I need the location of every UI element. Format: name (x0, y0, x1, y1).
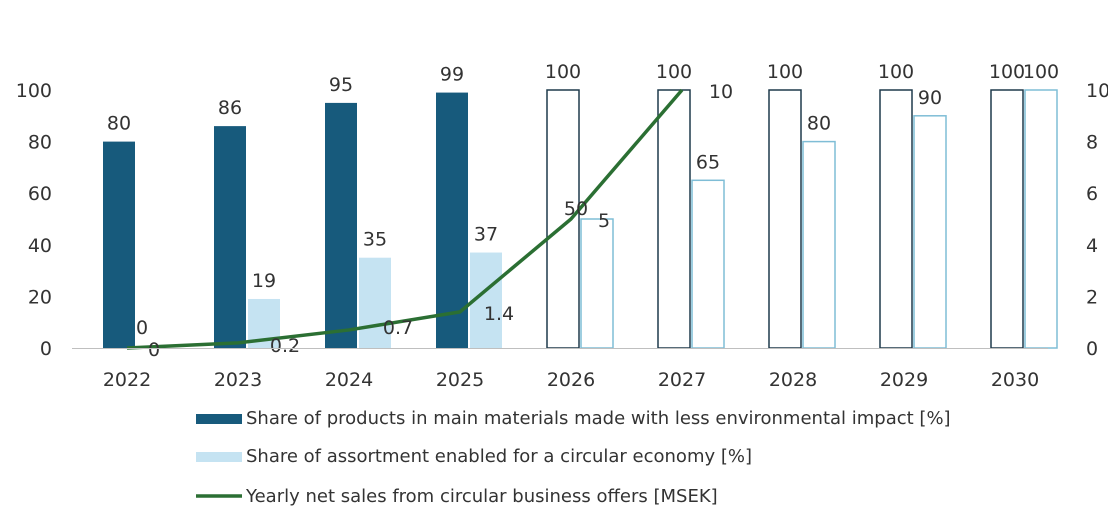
bar-materials (657, 89, 691, 349)
label-sales-line: 10 (709, 81, 733, 103)
label-circular-assortment: 100 (1023, 61, 1059, 83)
x-tick-label: 2023 (214, 369, 262, 391)
x-tick-label: 2022 (103, 369, 151, 391)
x-tick-label: 2029 (880, 369, 928, 391)
sales-line (126, 88, 684, 350)
label-circular-assortment: 65 (696, 151, 720, 173)
label-circular-assortment: 37 (474, 224, 498, 246)
legend: Share of products in main materials made… (196, 408, 951, 507)
y-left-tick-label: 40 (28, 235, 52, 257)
label-materials: 100 (767, 61, 803, 83)
label-sales-line: 0.7 (383, 317, 413, 339)
label-circular-assortment: 19 (252, 270, 276, 292)
sales-line-group (126, 88, 684, 350)
bar-materials (436, 92, 468, 348)
legend-swatch-circular (196, 452, 242, 462)
y-right-tick-label: 6 (1086, 183, 1098, 205)
x-tick-label: 2027 (658, 369, 706, 391)
bar-materials (325, 102, 357, 349)
y-left-tick-label: 60 (28, 183, 52, 205)
bar-circular-assortment (802, 140, 836, 349)
bar-circular-assortment (691, 179, 725, 349)
y-left-tick-label: 100 (16, 80, 52, 102)
label-circular-assortment: 50 (564, 198, 588, 220)
x-tick-label: 2025 (436, 369, 484, 391)
bar-materials (214, 126, 246, 349)
bar-materials (879, 89, 913, 349)
bar-circular-assortment (913, 115, 947, 349)
label-materials: 86 (218, 97, 242, 119)
label-sales-line: 1.4 (484, 303, 514, 325)
legend-swatch-materials (196, 414, 242, 424)
label-materials: 99 (440, 64, 464, 86)
y-right-tick-label: 0 (1086, 338, 1098, 360)
bars (103, 89, 1058, 349)
bar-materials (546, 89, 580, 349)
label-circular-assortment: 90 (918, 87, 942, 109)
bar-circular-assortment (359, 257, 391, 348)
label-materials: 95 (329, 74, 353, 96)
legend-label-sales: Yearly net sales from circular business … (245, 486, 718, 507)
legend-label-circular: Share of assortment enabled for a circul… (246, 446, 752, 467)
legend-label-materials: Share of products in main materials made… (246, 408, 951, 429)
data-labels: 8008619953599371005010065100801009010010… (107, 61, 1059, 361)
y-left-tick-label: 80 (28, 132, 52, 154)
x-tick-label: 2024 (325, 369, 373, 391)
bar-circular-assortment (1024, 89, 1058, 349)
label-materials: 100 (989, 61, 1025, 83)
label-materials: 80 (107, 113, 131, 135)
y-axis-left: 0 20 40 60 80 100 (16, 80, 52, 360)
y-right-tick-label: 2 (1086, 286, 1098, 308)
bar-circular-assortment (580, 218, 614, 349)
bar-materials (103, 141, 135, 348)
x-tick-label: 2028 (769, 369, 817, 391)
label-circular-assortment: 80 (807, 113, 831, 135)
y-left-tick-label: 0 (40, 338, 52, 360)
label-materials: 100 (656, 61, 692, 83)
label-materials: 100 (878, 61, 914, 83)
y-left-tick-label: 20 (28, 286, 52, 308)
y-right-tick-label: 8 (1086, 132, 1098, 154)
bar-materials (990, 89, 1024, 349)
y-right-tick-label: 4 (1086, 235, 1098, 257)
bar-materials (768, 89, 802, 349)
label-sales-line: 0.2 (270, 335, 300, 357)
x-axis: 2022 2023 2024 2025 2026 2027 2028 2029 2030 (72, 348, 1048, 391)
y-axis-right: 0 2 4 6 8 10 (1086, 80, 1108, 360)
label-sales-line: 0 (148, 339, 160, 361)
y-right-tick-label: 10 (1086, 80, 1108, 102)
x-tick-label: 2026 (547, 369, 595, 391)
label-sales-line: 5 (598, 210, 610, 232)
label-circular-assortment: 0 (136, 317, 148, 339)
label-circular-assortment: 35 (363, 229, 387, 251)
x-tick-label: 2030 (991, 369, 1039, 391)
label-materials: 100 (545, 61, 581, 83)
